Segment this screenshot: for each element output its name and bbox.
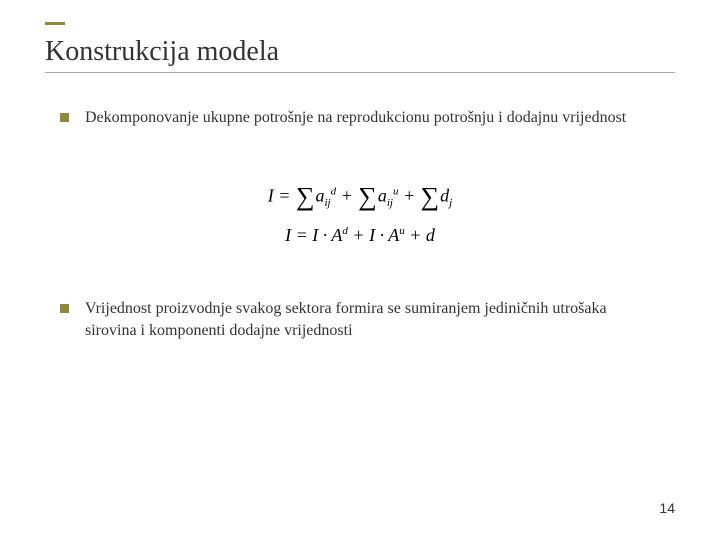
formula-line-2: I = I · Ad + I · Au + d	[60, 223, 660, 248]
title-underline	[45, 72, 675, 73]
accent-line	[45, 22, 65, 25]
bullet-icon	[60, 304, 69, 313]
bullet-item: Vrijednost proizvodnje svakog sektora fo…	[60, 298, 660, 341]
formula-line-1: I = ∑aijd + ∑aiju + ∑dj	[60, 179, 660, 215]
bullet-item: Dekomponovanje ukupne potrošnje na repro…	[60, 107, 660, 129]
formula-block: I = ∑aijd + ∑aiju + ∑dj I = I · Ad + I ·…	[60, 179, 660, 249]
content-region: Dekomponovanje ukupne potrošnje na repro…	[0, 81, 720, 341]
bullet-text: Dekomponovanje ukupne potrošnje na repro…	[85, 107, 626, 129]
title-region: Konstrukcija modela	[0, 0, 720, 81]
page-number: 14	[659, 500, 675, 516]
slide-title: Konstrukcija modela	[45, 36, 675, 68]
bullet-icon	[60, 113, 69, 122]
bullet-text: Vrijednost proizvodnje svakog sektora fo…	[85, 298, 660, 341]
